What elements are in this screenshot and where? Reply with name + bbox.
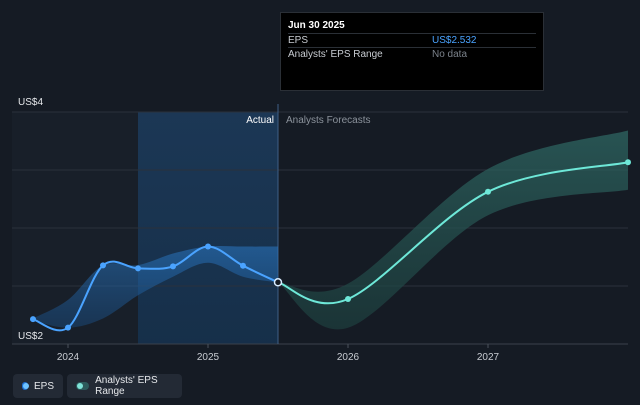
eps-line: [32, 245, 279, 332]
forecast-point-3: [625, 159, 631, 166]
forecast-range-band: [278, 130, 628, 330]
eps-point-3: [135, 265, 141, 272]
forecast-point-1: [345, 295, 351, 302]
tooltip-date: Jun 30 2025: [288, 20, 345, 31]
legend-item-eps[interactable]: EPS: [13, 374, 63, 398]
eps-point-7: [273, 278, 283, 287]
actual-section-label: Actual: [246, 115, 274, 126]
forecast-point-2: [485, 188, 491, 195]
range-legend-icon: [76, 382, 90, 390]
tooltip-row-range: Analysts' EPS Range No data: [288, 47, 536, 62]
forecast-section-label: Analysts Forecasts: [286, 115, 370, 126]
y-axis-max-label: US$4: [18, 97, 43, 108]
eps-point-1: [65, 324, 71, 331]
tooltip-range-key: Analysts' EPS Range: [288, 49, 383, 60]
tooltip-row-eps: EPS US$2.532: [288, 33, 536, 48]
eps-point-6: [240, 262, 246, 269]
x-tick-label-3: 2027: [477, 352, 500, 363]
tooltip-eps-value: US$2.532: [432, 35, 477, 46]
legend-range-label: Analysts' EPS Range: [95, 375, 158, 397]
y-axis-min-label: US$2: [18, 331, 43, 342]
eps-point-0: [30, 316, 36, 323]
tooltip-eps-key: EPS: [288, 35, 309, 46]
data-tooltip: Jun 30 2025 EPS US$2.532 Analysts' EPS R…: [280, 12, 544, 91]
x-tick-label-2: 2026: [337, 352, 360, 363]
eps-point-2: [100, 262, 106, 269]
actual-eps-band: [33, 245, 278, 328]
legend-item-eps-range[interactable]: Analysts' EPS Range: [67, 374, 182, 398]
eps-point-4: [170, 263, 176, 270]
eps-legend-icon: [22, 382, 29, 390]
x-tick-label-1: 2025: [197, 352, 220, 363]
tooltip-range-value: No data: [432, 49, 468, 60]
legend-eps-label: EPS: [33, 380, 54, 392]
x-tick-label-0: 2024: [57, 352, 80, 363]
eps-point-5: [205, 243, 211, 250]
eps-forecast-line: [277, 161, 629, 305]
